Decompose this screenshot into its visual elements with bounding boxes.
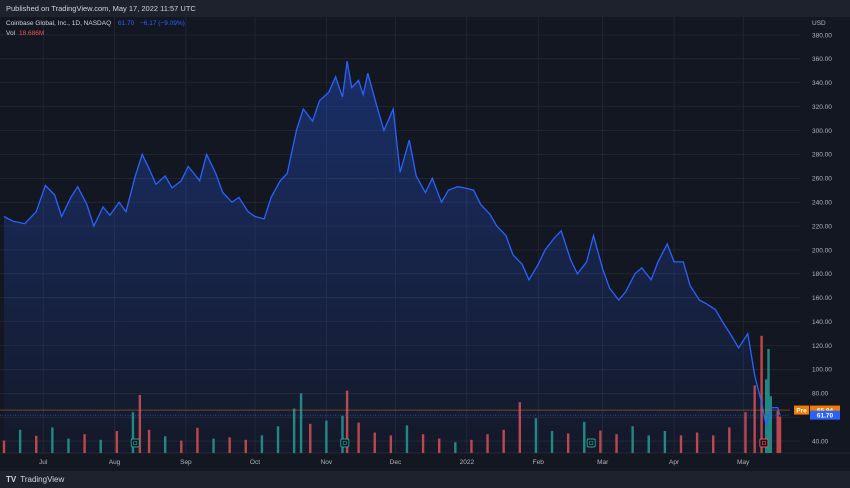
volume-bar-52	[764, 379, 768, 453]
y-tick-label-340: 340.00	[812, 80, 832, 87]
price-axis[interactable]: 40.0060.0080.00100.00120.00140.00160.001…	[812, 32, 832, 445]
footer-brand: TradingView	[20, 475, 65, 484]
y-tick-label-280: 280.00	[812, 152, 832, 159]
last-price-tag: 61.70	[810, 410, 840, 420]
event-markers	[130, 438, 769, 448]
y-tick-label-100: 100.00	[812, 367, 832, 374]
volume-bar-53	[767, 349, 770, 453]
publish-header: Published on TradingView.com, May 17, 20…	[0, 0, 850, 17]
pre-market-label: Pre	[796, 407, 807, 414]
x-tick-label-apr: Apr	[669, 459, 680, 466]
y-tick-label-380: 380.00	[812, 32, 832, 39]
chart-svg[interactable]: 40.0060.0080.00100.00120.00140.00160.001…	[0, 17, 850, 471]
y-tick-label-220: 220.00	[812, 223, 832, 230]
x-tick-label-dec: Dec	[390, 459, 402, 466]
x-tick-label-2022: 2022	[460, 459, 475, 466]
x-tick-label-sep: Sep	[180, 459, 192, 466]
legend-vol-value: 18.686M	[19, 30, 44, 37]
x-tick-label-aug: Aug	[109, 459, 121, 466]
tradingview-logo-icon: TV	[6, 475, 17, 484]
last-price-label: 61.70	[817, 412, 834, 419]
y-tick-label-160: 160.00	[812, 295, 832, 302]
currency-label: USD	[812, 20, 826, 27]
price-area	[4, 61, 780, 453]
legend-change: −6.17 (−9.09%)	[140, 20, 185, 27]
y-tick-label-260: 260.00	[812, 176, 832, 183]
y-tick-label-140: 140.00	[812, 319, 832, 326]
earnings-icon-2[interactable]	[586, 438, 596, 448]
earnings-icon-1[interactable]	[340, 438, 350, 448]
x-tick-label-mar: Mar	[597, 459, 609, 466]
y-tick-label-200: 200.00	[812, 247, 832, 254]
price-reference-lines	[0, 409, 790, 416]
x-tick-label-may: May	[737, 459, 750, 466]
y-tick-label-40: 40.00	[812, 438, 829, 445]
y-tick-label-240: 240.00	[812, 199, 832, 206]
y-tick-label-80: 80.00	[812, 391, 829, 398]
volume-bar-51	[760, 335, 763, 453]
footer-bar: TV TradingView	[0, 471, 850, 488]
x-tick-label-oct: Oct	[250, 459, 260, 466]
legend-symbol: Coinbase Global, Inc., 1D, NASDAQ	[6, 20, 111, 27]
legend: Coinbase Global, Inc., 1D, NASDAQ 61.70 …	[6, 20, 185, 37]
price-tags: Pre65.9461.70	[794, 405, 840, 420]
price-chart[interactable]: 40.0060.0080.00100.00120.00140.00160.001…	[0, 17, 850, 471]
y-tick-label-360: 360.00	[812, 56, 832, 63]
earnings-icon-3[interactable]	[759, 438, 769, 448]
price-line	[3, 61, 781, 426]
legend-last-price: 61.70	[118, 20, 135, 27]
y-tick-label-180: 180.00	[812, 271, 832, 278]
earnings-icon-0[interactable]	[130, 438, 140, 448]
time-axis[interactable]: Jul Aug Sep Oct Nov Dec 2022 Feb Mar Apr May	[39, 459, 750, 466]
y-tick-label-300: 300.00	[812, 128, 832, 135]
x-tick-label-nov: Nov	[321, 459, 333, 466]
publish-header-text: Published on TradingView.com, May 17, 20…	[6, 4, 196, 13]
legend-vol-label: Vol	[6, 30, 16, 37]
y-tick-label-320: 320.00	[812, 104, 832, 111]
x-tick-label-feb: Feb	[533, 459, 545, 466]
y-tick-label-120: 120.00	[812, 343, 832, 350]
x-tick-label-jul: Jul	[39, 459, 48, 466]
